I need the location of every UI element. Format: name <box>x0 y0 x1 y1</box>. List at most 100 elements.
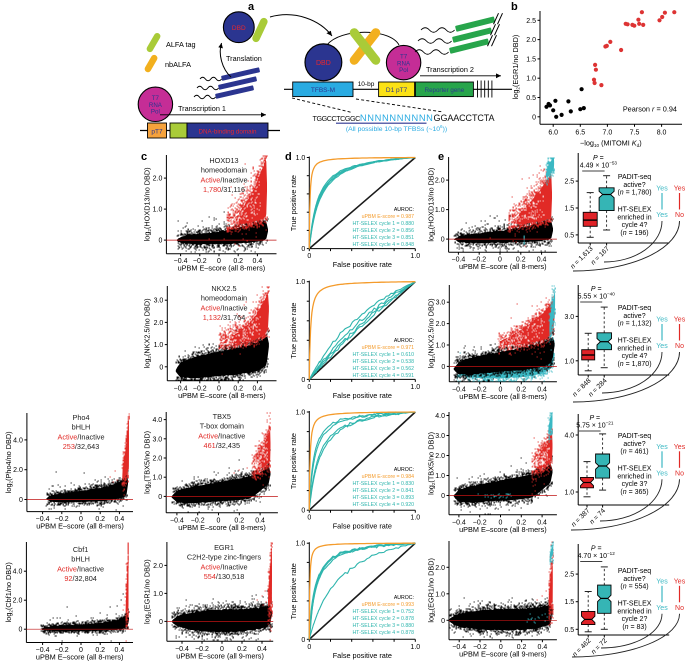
svg-text:(All possible 10-bp TFBSs (~10: (All possible 10-bp TFBSs (~106​)) <box>346 124 447 133</box>
svg-text:0.4: 0.4 <box>538 644 548 651</box>
svg-text:(n = 365): (n = 365) <box>620 489 648 496</box>
svg-text:−0.2: −0.2 <box>193 258 207 265</box>
svg-text:(n = 1,780): (n = 1,780) <box>617 190 651 197</box>
svg-text:0.2: 0.2 <box>516 519 526 526</box>
svg-text:2.0: 2.0 <box>152 456 162 463</box>
svg-text:P =: P = <box>591 286 602 293</box>
svg-text:DBD: DBD <box>232 25 246 32</box>
svg-text:−0.2: −0.2 <box>191 517 205 524</box>
svg-text:0: 0 <box>217 385 221 392</box>
svg-text:0: 0 <box>159 619 163 626</box>
svg-text:0: 0 <box>301 246 305 253</box>
svg-text:7.0: 7.0 <box>603 129 613 136</box>
svg-text:4.0: 4.0 <box>152 417 162 424</box>
svg-text:−0.2: −0.2 <box>473 644 487 651</box>
svg-text:P =: P = <box>589 415 600 422</box>
svg-text:Pearson r = 0.94: Pearson r = 0.94 <box>623 105 677 114</box>
svg-text:cycle 4?: cycle 4? <box>622 353 648 360</box>
svg-text:(n = 196): (n = 196) <box>620 230 648 237</box>
svg-text:uPBM E-score = 0.971: uPBM E-score = 0.971 <box>362 345 414 351</box>
svg-text:10-bp: 10-bp <box>358 81 375 88</box>
svg-text:HT-SELEX cycle 3 = 0.562: HT-SELEX cycle 3 = 0.562 <box>352 366 414 372</box>
svg-text:0: 0 <box>19 497 23 504</box>
svg-text:8.0: 8.0 <box>657 129 667 136</box>
svg-text:True positive rate: True positive rate <box>289 302 298 358</box>
svg-text:TFBS-M: TFBS-M <box>311 87 335 94</box>
svg-text:uPBM E–score (all 8-mers): uPBM E–score (all 8-mers) <box>178 264 266 273</box>
svg-text:1.0: 1.0 <box>153 207 163 214</box>
svg-text:PADIT-seq: PADIT-seq <box>618 568 651 575</box>
svg-text:cycle 3?: cycle 3? <box>622 481 648 488</box>
svg-text:2.5: 2.5 <box>564 179 574 186</box>
svg-text:uPBM E–score (all 9-mers): uPBM E–score (all 9-mers) <box>459 650 547 659</box>
svg-text:5.55 × 10−40​: 5.55 × 10−40​ <box>578 292 616 301</box>
svg-text:1.0: 1.0 <box>410 253 420 260</box>
svg-text:4.0: 4.0 <box>13 437 23 444</box>
svg-text:(n = 554): (n = 554) <box>620 584 648 591</box>
svg-text:−0.4: −0.4 <box>36 647 50 654</box>
svg-text:−0.2: −0.2 <box>55 516 69 523</box>
svg-text:0: 0 <box>307 644 311 651</box>
svg-text:log2​(HOXD13/no DBD): log2​(HOXD13/no DBD) <box>427 168 437 242</box>
svg-text:3.0: 3.0 <box>154 298 164 305</box>
svg-text:EGR1: EGR1 <box>214 543 234 552</box>
svg-text:TBX5: TBX5 <box>213 412 231 421</box>
svg-text:0.4: 0.4 <box>115 516 125 523</box>
svg-text:HT-SELEX: HT-SELEX <box>618 338 652 345</box>
svg-text:log2​(Pho4/no DBD): log2​(Pho4/no DBD) <box>4 431 14 493</box>
svg-text:0.2: 0.2 <box>95 516 105 523</box>
svg-text:2.5: 2.5 <box>526 18 536 25</box>
svg-text:uPBM E–score (all 8-mers): uPBM E–score (all 8-mers) <box>459 525 547 534</box>
svg-text:HT-SELEX cycle 1 = 0.752: HT-SELEX cycle 1 = 0.752 <box>352 609 414 615</box>
svg-text:uPBM E–score (all 8-mers): uPBM E–score (all 8-mers) <box>178 523 266 532</box>
svg-text:Pol: Pol <box>151 109 160 116</box>
svg-text:−0.4: −0.4 <box>36 516 50 523</box>
svg-text:0.2: 0.2 <box>237 646 247 653</box>
svg-text:enriched in: enriched in <box>617 214 651 221</box>
svg-text:uPBM E-score = 0.993: uPBM E-score = 0.993 <box>362 602 414 608</box>
svg-text:uPBM E–score (all 8-mers): uPBM E–score (all 8-mers) <box>178 391 266 400</box>
svg-text:RNA: RNA <box>397 60 411 67</box>
svg-text:PADIT-seq: PADIT-seq <box>618 433 651 440</box>
svg-text:−0.2: −0.2 <box>193 385 207 392</box>
svg-text:c: c <box>141 151 147 163</box>
svg-text:(n = 1,870): (n = 1,870) <box>617 361 651 368</box>
svg-text:HT-SELEX cycle 4 = 0.920: HT-SELEX cycle 4 = 0.920 <box>352 502 414 508</box>
svg-text:1,132/31,764: 1,132/31,764 <box>203 313 246 322</box>
svg-text:0.4: 0.4 <box>537 519 547 526</box>
svg-text:−0.4: −0.4 <box>170 517 184 524</box>
svg-text:ALFA tag: ALFA tag <box>166 40 196 49</box>
svg-text:Active/Inactive: Active/Inactive <box>57 564 104 573</box>
svg-text:False positive rate: False positive rate <box>333 260 392 269</box>
svg-text:2.0: 2.0 <box>154 320 164 327</box>
svg-text:0: 0 <box>301 637 305 644</box>
svg-text:2.0: 2.0 <box>436 321 446 328</box>
svg-text:−0.2: −0.2 <box>473 519 487 526</box>
svg-text:HT-SELEX cycle 2 = 0.878: HT-SELEX cycle 2 = 0.878 <box>352 616 414 622</box>
svg-text:0.2: 0.2 <box>516 257 526 264</box>
svg-text:homeodomain: homeodomain <box>201 294 247 303</box>
svg-text:0: 0 <box>499 519 503 526</box>
svg-text:0.4: 0.4 <box>537 386 547 393</box>
svg-text:PADIT-seq: PADIT-seq <box>618 174 651 181</box>
svg-text:Translation: Translation <box>226 54 262 63</box>
svg-text:253/32,643: 253/32,643 <box>63 442 100 451</box>
svg-text:Active/Inactive: Active/Inactive <box>200 303 247 312</box>
svg-text:Yes: Yes <box>674 578 685 585</box>
svg-text:HT-SELEX cycle 1 = 0.880: HT-SELEX cycle 1 = 0.880 <box>352 221 414 227</box>
svg-text:False positive rate: False positive rate <box>333 651 392 660</box>
svg-text:HT-SELEX cycle 4 = 0.848: HT-SELEX cycle 4 = 0.848 <box>352 242 414 248</box>
svg-text:Active/Inactive: Active/Inactive <box>200 562 247 571</box>
svg-text:TGGCCTCGGCNNNNNNNNNNGGAACCTCTA: TGGCCTCGGCNNNNNNNNNNGGAACCTCTA <box>313 113 495 123</box>
svg-text:0: 0 <box>307 515 311 522</box>
svg-text:1.0: 1.0 <box>435 591 445 598</box>
svg-text:T7: T7 <box>400 54 408 61</box>
svg-text:HT-SELEX cycle 4 = 0.878: HT-SELEX cycle 4 = 0.878 <box>352 630 414 636</box>
svg-text:NKX2.5: NKX2.5 <box>211 284 236 293</box>
svg-text:0.4: 0.4 <box>255 517 265 524</box>
svg-text:D1 pT7: D1 pT7 <box>386 87 408 94</box>
svg-text:1.0: 1.0 <box>152 475 162 482</box>
svg-text:2.0: 2.0 <box>153 176 163 183</box>
svg-text:0: 0 <box>441 618 445 625</box>
svg-text:No: No <box>675 343 684 350</box>
